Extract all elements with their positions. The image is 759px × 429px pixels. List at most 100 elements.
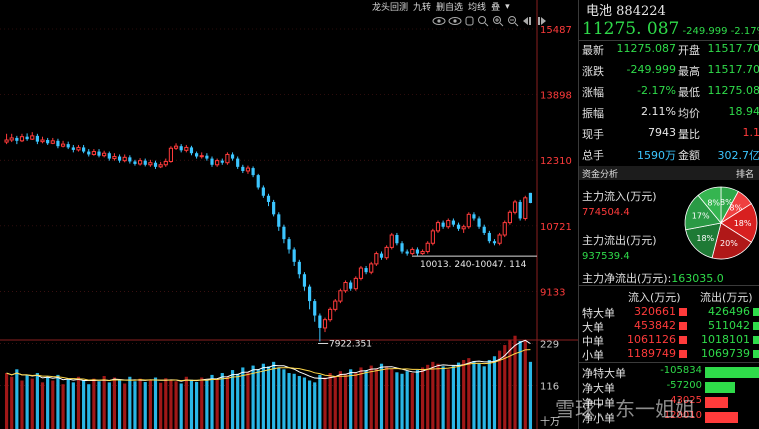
quote-row: 最新 11275.087 开盘 11517.70 (582, 42, 759, 57)
volume-bar (400, 373, 404, 429)
candle (353, 276, 358, 291)
volume-bar (143, 381, 147, 429)
tab-ranking[interactable]: 排名 (735, 170, 754, 180)
volume-bar (302, 377, 307, 429)
volume-bar (436, 363, 440, 429)
volume-ma-line (6, 349, 531, 382)
candle (410, 247, 415, 256)
candle (230, 152, 235, 161)
step-back-icon[interactable] (523, 17, 531, 25)
volume-bar (153, 377, 158, 429)
volume-bar (225, 376, 230, 429)
candle (173, 143, 179, 150)
candle (60, 140, 66, 148)
chevron-down-icon[interactable]: ▾ (505, 1, 510, 12)
step-forward-icon[interactable] (538, 17, 546, 25)
toolbar-item[interactable]: 均线 (468, 3, 487, 13)
zoom-in-icon[interactable] (493, 16, 504, 27)
candle (143, 158, 147, 167)
net-outflow-row: 主力净流出(万元):163035.0 (582, 272, 724, 285)
candle (9, 133, 14, 143)
candle (30, 132, 35, 140)
candle (307, 284, 312, 310)
pie-slice-label: 8% (729, 203, 742, 212)
candle (492, 239, 497, 246)
fund-tab-bar: 资金分析 排名 (579, 166, 759, 180)
magnify-icon[interactable] (478, 16, 489, 27)
volume-bar (61, 384, 65, 429)
hand-icon[interactable] (465, 16, 474, 26)
net-bar (705, 412, 738, 423)
candle (184, 144, 189, 153)
volume-bar (523, 340, 527, 429)
eye-icon[interactable] (432, 17, 446, 25)
candle (153, 160, 158, 169)
candle (461, 224, 466, 233)
candle (256, 173, 260, 190)
y-tick-label: 12310 (540, 156, 572, 167)
volume-bar (343, 373, 348, 429)
toolbar-item[interactable]: 龙头回测 (372, 3, 409, 13)
toolbar-item[interactable]: 删自选 (436, 3, 464, 13)
volume-bar (487, 359, 491, 429)
eye-icon[interactable] (448, 17, 462, 25)
volume-bar (25, 374, 29, 429)
volume-bar (35, 373, 39, 429)
quote-panel: 电池 884224 11275. 087 -249.999 -2.17% 最新1… (578, 0, 759, 429)
volume-bar (503, 345, 507, 429)
toolbar-item[interactable]: 叠 (491, 3, 501, 13)
flow-table-row: 小单 1189749 1069739 (582, 347, 759, 362)
volume-bar (15, 369, 19, 429)
pie-slice-label: 17% (692, 212, 710, 221)
candle (287, 237, 291, 254)
candle (195, 151, 199, 159)
volume-bar (174, 381, 178, 429)
candle (297, 259, 301, 279)
volume-bar (379, 363, 384, 429)
volume-bar (179, 383, 183, 429)
y-tick-label: 9133 (540, 287, 565, 298)
candle (148, 159, 153, 167)
volume-bar (102, 376, 106, 429)
tab-fund-analysis[interactable]: 资金分析 (582, 170, 619, 180)
net-bar (705, 397, 728, 408)
stock-code: 884224 (616, 4, 666, 19)
volume-bar (395, 372, 399, 429)
candle (451, 218, 455, 227)
candle (76, 144, 81, 152)
candle (405, 249, 409, 256)
candle (472, 212, 476, 221)
candle (56, 138, 60, 149)
annotation-label: 10013. 240-10047. 114 (420, 260, 527, 270)
volume-bar (128, 376, 132, 429)
price-change-pct: -2.17% (730, 26, 759, 37)
candle (369, 261, 374, 275)
candle (46, 137, 50, 145)
net-table-row: 净小单 120010 (582, 410, 759, 425)
candle (343, 280, 348, 293)
candle (518, 199, 522, 221)
pie-slice-label: 8% (720, 198, 733, 207)
volume-bar (266, 366, 271, 429)
candle (395, 232, 399, 246)
volume-bar (426, 364, 430, 429)
volume-bar (528, 361, 533, 429)
candle (507, 210, 512, 225)
candle (446, 218, 451, 229)
candle (66, 141, 70, 150)
candle (122, 154, 127, 163)
candle (236, 156, 240, 169)
volume-bar (40, 382, 45, 429)
pie-slice (697, 186, 722, 225)
pie-slice-label: 20% (720, 239, 738, 248)
candle (349, 280, 353, 291)
candle-series (4, 132, 533, 342)
candle (528, 192, 533, 204)
candle (158, 161, 163, 169)
volume-bar (323, 377, 327, 429)
toolbar-item[interactable]: 九转 (413, 3, 432, 13)
candle (261, 185, 265, 198)
candle (333, 299, 338, 312)
zoom-out-icon[interactable] (508, 16, 519, 27)
kline-chart: 15487 13898 12310 10721 9133 229 116 十万 10013. … (0, 0, 578, 429)
